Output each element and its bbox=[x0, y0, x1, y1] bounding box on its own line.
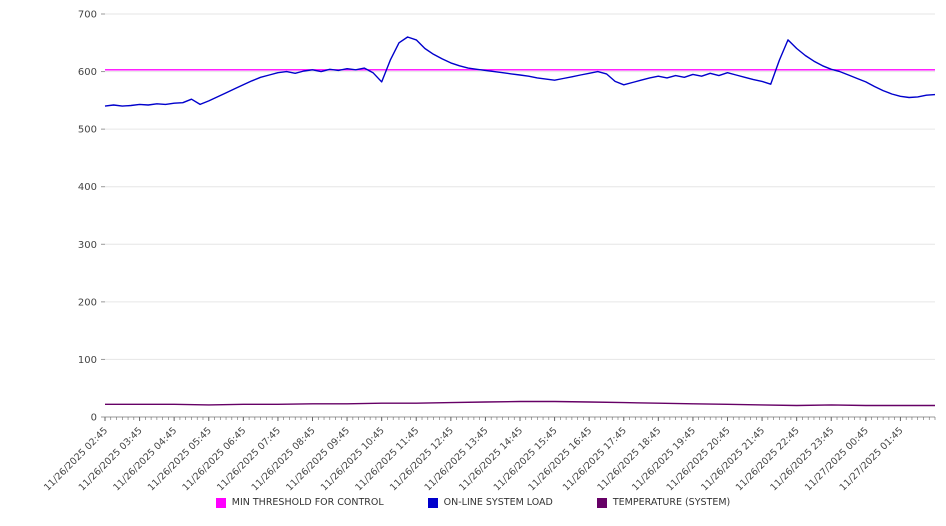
y-axis-label: 100 bbox=[78, 355, 97, 366]
x-axis-label: 11/26/2025 21:45 bbox=[699, 425, 767, 493]
x-axis-label: 11/26/2025 13:45 bbox=[423, 425, 491, 493]
x-axis-label: 11/26/2025 15:45 bbox=[492, 425, 560, 493]
series-line-1 bbox=[104, 36, 936, 107]
x-axis-label: 11/26/2025 12:45 bbox=[388, 425, 456, 493]
series-line-2 bbox=[105, 400, 935, 407]
y-axis-label: 600 bbox=[78, 67, 97, 78]
y-axis-label: 300 bbox=[78, 240, 97, 251]
legend-label-system-load: ON-LINE SYSTEM LOAD bbox=[443, 497, 553, 508]
y-axis-label: 700 bbox=[78, 10, 97, 21]
x-axis-label: 11/26/2025 11:45 bbox=[353, 425, 421, 493]
x-axis-label: 11/26/2025 02:45 bbox=[42, 425, 110, 493]
x-axis-label: 11/26/2025 07:45 bbox=[215, 425, 283, 493]
legend-item-temperature[interactable]: TEMPERATURE (SYSTEM) bbox=[596, 497, 731, 508]
legend-item-min-threshold[interactable]: MIN THRESHOLD FOR CONTROL bbox=[215, 497, 384, 508]
x-axis-label: 11/26/2025 16:45 bbox=[526, 425, 594, 493]
y-axis-label: 500 bbox=[78, 125, 97, 136]
legend-label-min-threshold: MIN THRESHOLD FOR CONTROL bbox=[231, 497, 384, 508]
legend-swatch-system-load bbox=[427, 497, 438, 508]
legend-item-system-load[interactable]: ON-LINE SYSTEM LOAD bbox=[427, 497, 553, 508]
x-axis-label: 11/27/2025 00:45 bbox=[803, 425, 871, 493]
x-axis-label: 11/26/2025 08:45 bbox=[250, 425, 318, 493]
y-axis-label: 200 bbox=[78, 297, 97, 308]
x-axis-label: 11/26/2025 04:45 bbox=[111, 425, 179, 493]
x-axis-label: 11/26/2025 05:45 bbox=[146, 425, 214, 493]
legend-swatch-min-threshold bbox=[215, 497, 226, 508]
x-axis-label: 11/26/2025 20:45 bbox=[665, 425, 733, 493]
chart-legend: MIN THRESHOLD FOR CONTROL ON-LINE SYSTEM… bbox=[0, 497, 946, 508]
x-axis-label: 11/26/2025 22:45 bbox=[734, 425, 802, 493]
x-axis-label: 11/26/2025 18:45 bbox=[595, 425, 663, 493]
x-axis-label: 11/26/2025 10:45 bbox=[319, 425, 387, 493]
x-axis-label: 11/27/2025 01:45 bbox=[838, 425, 906, 493]
y-axis-label: 0 bbox=[91, 413, 97, 424]
x-axis-label: 11/26/2025 03:45 bbox=[77, 425, 145, 493]
x-axis-label: 11/26/2025 17:45 bbox=[561, 425, 629, 493]
x-axis-label: 11/26/2025 19:45 bbox=[630, 425, 698, 493]
x-axis-label: 11/26/2025 23:45 bbox=[768, 425, 836, 493]
y-axis-label: 400 bbox=[78, 182, 97, 193]
x-axis-label: 11/26/2025 14:45 bbox=[457, 425, 525, 493]
x-axis-label: 11/26/2025 09:45 bbox=[284, 425, 352, 493]
legend-swatch-temperature bbox=[596, 497, 607, 508]
x-axis-label: 11/26/2025 06:45 bbox=[180, 425, 248, 493]
legend-label-temperature: TEMPERATURE (SYSTEM) bbox=[612, 497, 731, 508]
